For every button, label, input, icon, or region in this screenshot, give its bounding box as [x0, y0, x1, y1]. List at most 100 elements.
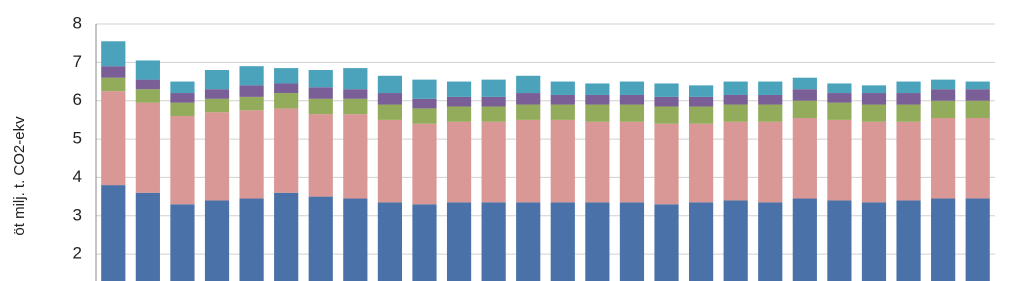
bar-segment: [412, 204, 437, 281]
bar-segment: [861, 121, 887, 203]
bar-segment: [377, 119, 403, 203]
bar-segment: [446, 96, 472, 107]
bar-segment: [965, 198, 990, 281]
bar-segment: [550, 94, 575, 105]
bar-segment: [896, 200, 921, 281]
bar-segment: [516, 75, 541, 94]
bar-segment: [619, 202, 645, 281]
bar-segment: [758, 202, 783, 281]
bar-segment: [446, 202, 472, 281]
bar-segment: [377, 104, 403, 120]
bar-segment: [481, 202, 506, 281]
bar-segment: [516, 202, 541, 281]
bar-segment: [274, 83, 299, 94]
bar-segment: [931, 198, 956, 281]
bar-segment: [308, 114, 333, 197]
bar-segment: [170, 81, 195, 94]
bar-segment: [239, 66, 264, 86]
bar-segment: [170, 102, 195, 117]
bar-segment: [377, 93, 403, 105]
bar-segment: [481, 121, 506, 203]
bar-segment: [343, 89, 368, 99]
bar-segment: [343, 98, 368, 115]
bar-segment: [723, 200, 748, 281]
bar-segment: [931, 100, 956, 118]
bar-segment: [101, 41, 126, 67]
bar-segment: [758, 81, 783, 95]
bar-segment: [896, 104, 921, 122]
bar-segment: [516, 93, 541, 105]
bar-segment: [412, 123, 437, 205]
y-tick-label: 8: [73, 13, 82, 32]
bar-segment: [481, 79, 506, 97]
bar-segment: [723, 94, 748, 105]
bar-segment: [135, 102, 160, 193]
bar-segment: [135, 79, 160, 90]
bar-segment: [274, 68, 299, 84]
bar-segment: [274, 192, 299, 281]
bar-segment: [654, 204, 679, 281]
bar-segment: [723, 104, 748, 122]
bar-segment: [135, 89, 160, 103]
bar-segment: [758, 104, 783, 122]
bar-segment: [377, 202, 403, 281]
bar-segment: [861, 202, 887, 281]
bar-segment: [688, 106, 714, 124]
bar-segment: [758, 121, 783, 203]
bar-segment: [585, 202, 610, 281]
bar-segment: [827, 119, 852, 201]
bar-segment: [274, 108, 299, 193]
bar-segment: [619, 94, 645, 105]
bar-segment: [170, 93, 195, 103]
bar-segment: [723, 121, 748, 201]
bar-segment: [101, 91, 126, 186]
bar-segment: [550, 104, 575, 120]
y-tick-label: 6: [73, 90, 82, 109]
bar-segment: [446, 121, 472, 203]
bar-segment: [585, 83, 610, 95]
bar-segment: [239, 96, 264, 111]
bar-segment: [446, 81, 472, 97]
bar-segment: [412, 98, 437, 109]
bar-segment: [861, 85, 887, 94]
bar-segment: [585, 104, 610, 122]
bar-segment: [204, 200, 230, 281]
bar-segment: [965, 100, 990, 118]
bar-segment: [654, 106, 679, 124]
bar-segment: [688, 85, 714, 97]
bar-segment: [896, 93, 921, 105]
bar-segment: [585, 94, 610, 105]
bar-segment: [619, 81, 645, 95]
bar-segment: [516, 119, 541, 203]
bar-segment: [827, 93, 852, 103]
y-tick-label: 4: [73, 167, 82, 186]
bar-segment: [481, 106, 506, 122]
bar-segment: [965, 81, 990, 90]
bar-segment: [931, 89, 956, 101]
bar-segment: [792, 100, 817, 118]
bar-segment: [654, 83, 679, 97]
y-tick-label: 7: [73, 52, 82, 71]
bar-segment: [619, 104, 645, 122]
bar-segment: [101, 77, 126, 92]
bar-segment: [204, 98, 230, 113]
bar-segment: [343, 114, 368, 199]
bar-segment: [758, 94, 783, 105]
bar-segment: [170, 204, 195, 281]
bar-segment: [723, 81, 748, 95]
bar-segment: [308, 87, 333, 99]
bar-segment: [481, 96, 506, 107]
bar-segment: [654, 96, 679, 107]
bar-segment: [101, 185, 126, 281]
bar-segment: [792, 198, 817, 281]
bar-segment: [688, 96, 714, 107]
y-axis-label: öt milj. t. CO2-ekv: [11, 116, 28, 236]
bar-segment: [827, 200, 852, 281]
bar-segment: [239, 110, 264, 199]
bar-segment: [308, 196, 333, 281]
y-tick-label: 2: [73, 244, 82, 263]
bar-segment: [827, 83, 852, 94]
bar-segment: [792, 89, 817, 101]
